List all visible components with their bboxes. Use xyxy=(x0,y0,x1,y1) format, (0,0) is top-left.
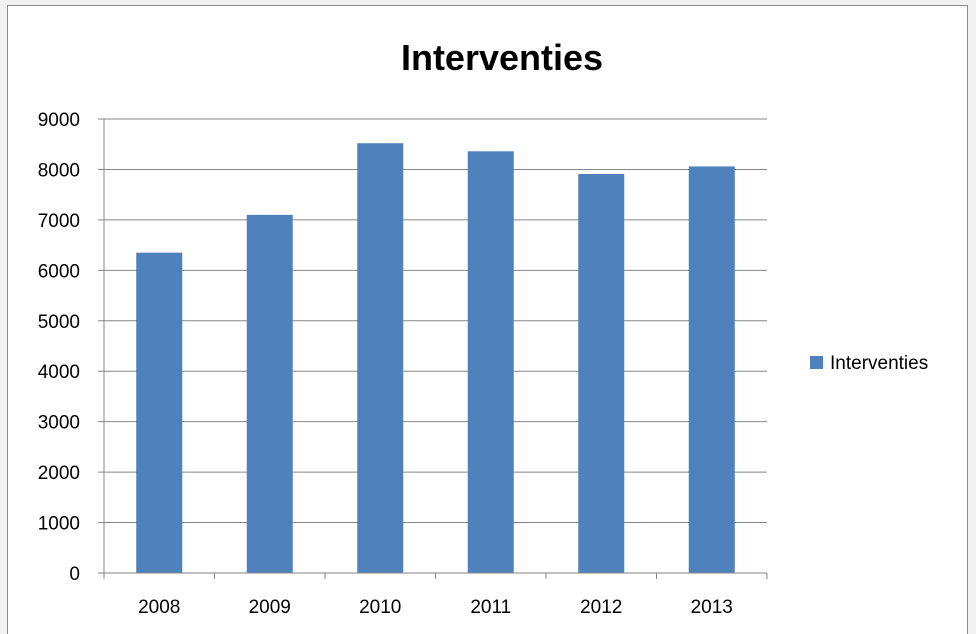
chart-title: Interventies xyxy=(401,37,603,78)
y-tick-label: 1000 xyxy=(38,514,80,535)
y-tick-label: 7000 xyxy=(38,211,80,232)
bar-2011 xyxy=(467,151,514,574)
x-tick-label: 2013 xyxy=(691,597,733,618)
legend-swatch xyxy=(810,356,823,369)
axes xyxy=(103,119,767,574)
y-axis-ticks: 0 1000 2000 3000 4000 5000 6000 7000 8000 9000 xyxy=(38,110,104,585)
bars xyxy=(136,143,735,574)
y-tick-label: 9000 xyxy=(38,110,80,131)
x-tick-label: 2012 xyxy=(580,597,622,618)
y-tick-label: 5000 xyxy=(38,312,80,333)
bar-2013 xyxy=(688,166,735,573)
bar-2012 xyxy=(578,173,625,574)
y-tick-label: 4000 xyxy=(38,362,80,383)
legend: Interventies xyxy=(810,353,928,374)
x-tick-label: 2008 xyxy=(138,597,180,618)
x-axis-ticks: 2008 2009 2010 2011 2012 2013 xyxy=(103,573,768,618)
legend-label: Interventies xyxy=(830,353,928,374)
bar-2010 xyxy=(357,143,404,574)
gridlines xyxy=(104,118,767,524)
y-tick-label: 3000 xyxy=(38,413,80,434)
x-tick-label: 2011 xyxy=(470,597,511,618)
y-tick-label: 0 xyxy=(69,564,80,585)
y-tick-label: 6000 xyxy=(38,261,80,282)
y-tick-label: 8000 xyxy=(38,160,80,181)
x-tick-label: 2010 xyxy=(359,597,401,618)
x-tick-label: 2009 xyxy=(249,597,291,618)
y-tick-label: 2000 xyxy=(38,463,80,484)
bar-2009 xyxy=(246,214,293,573)
bar-2008 xyxy=(136,252,183,573)
